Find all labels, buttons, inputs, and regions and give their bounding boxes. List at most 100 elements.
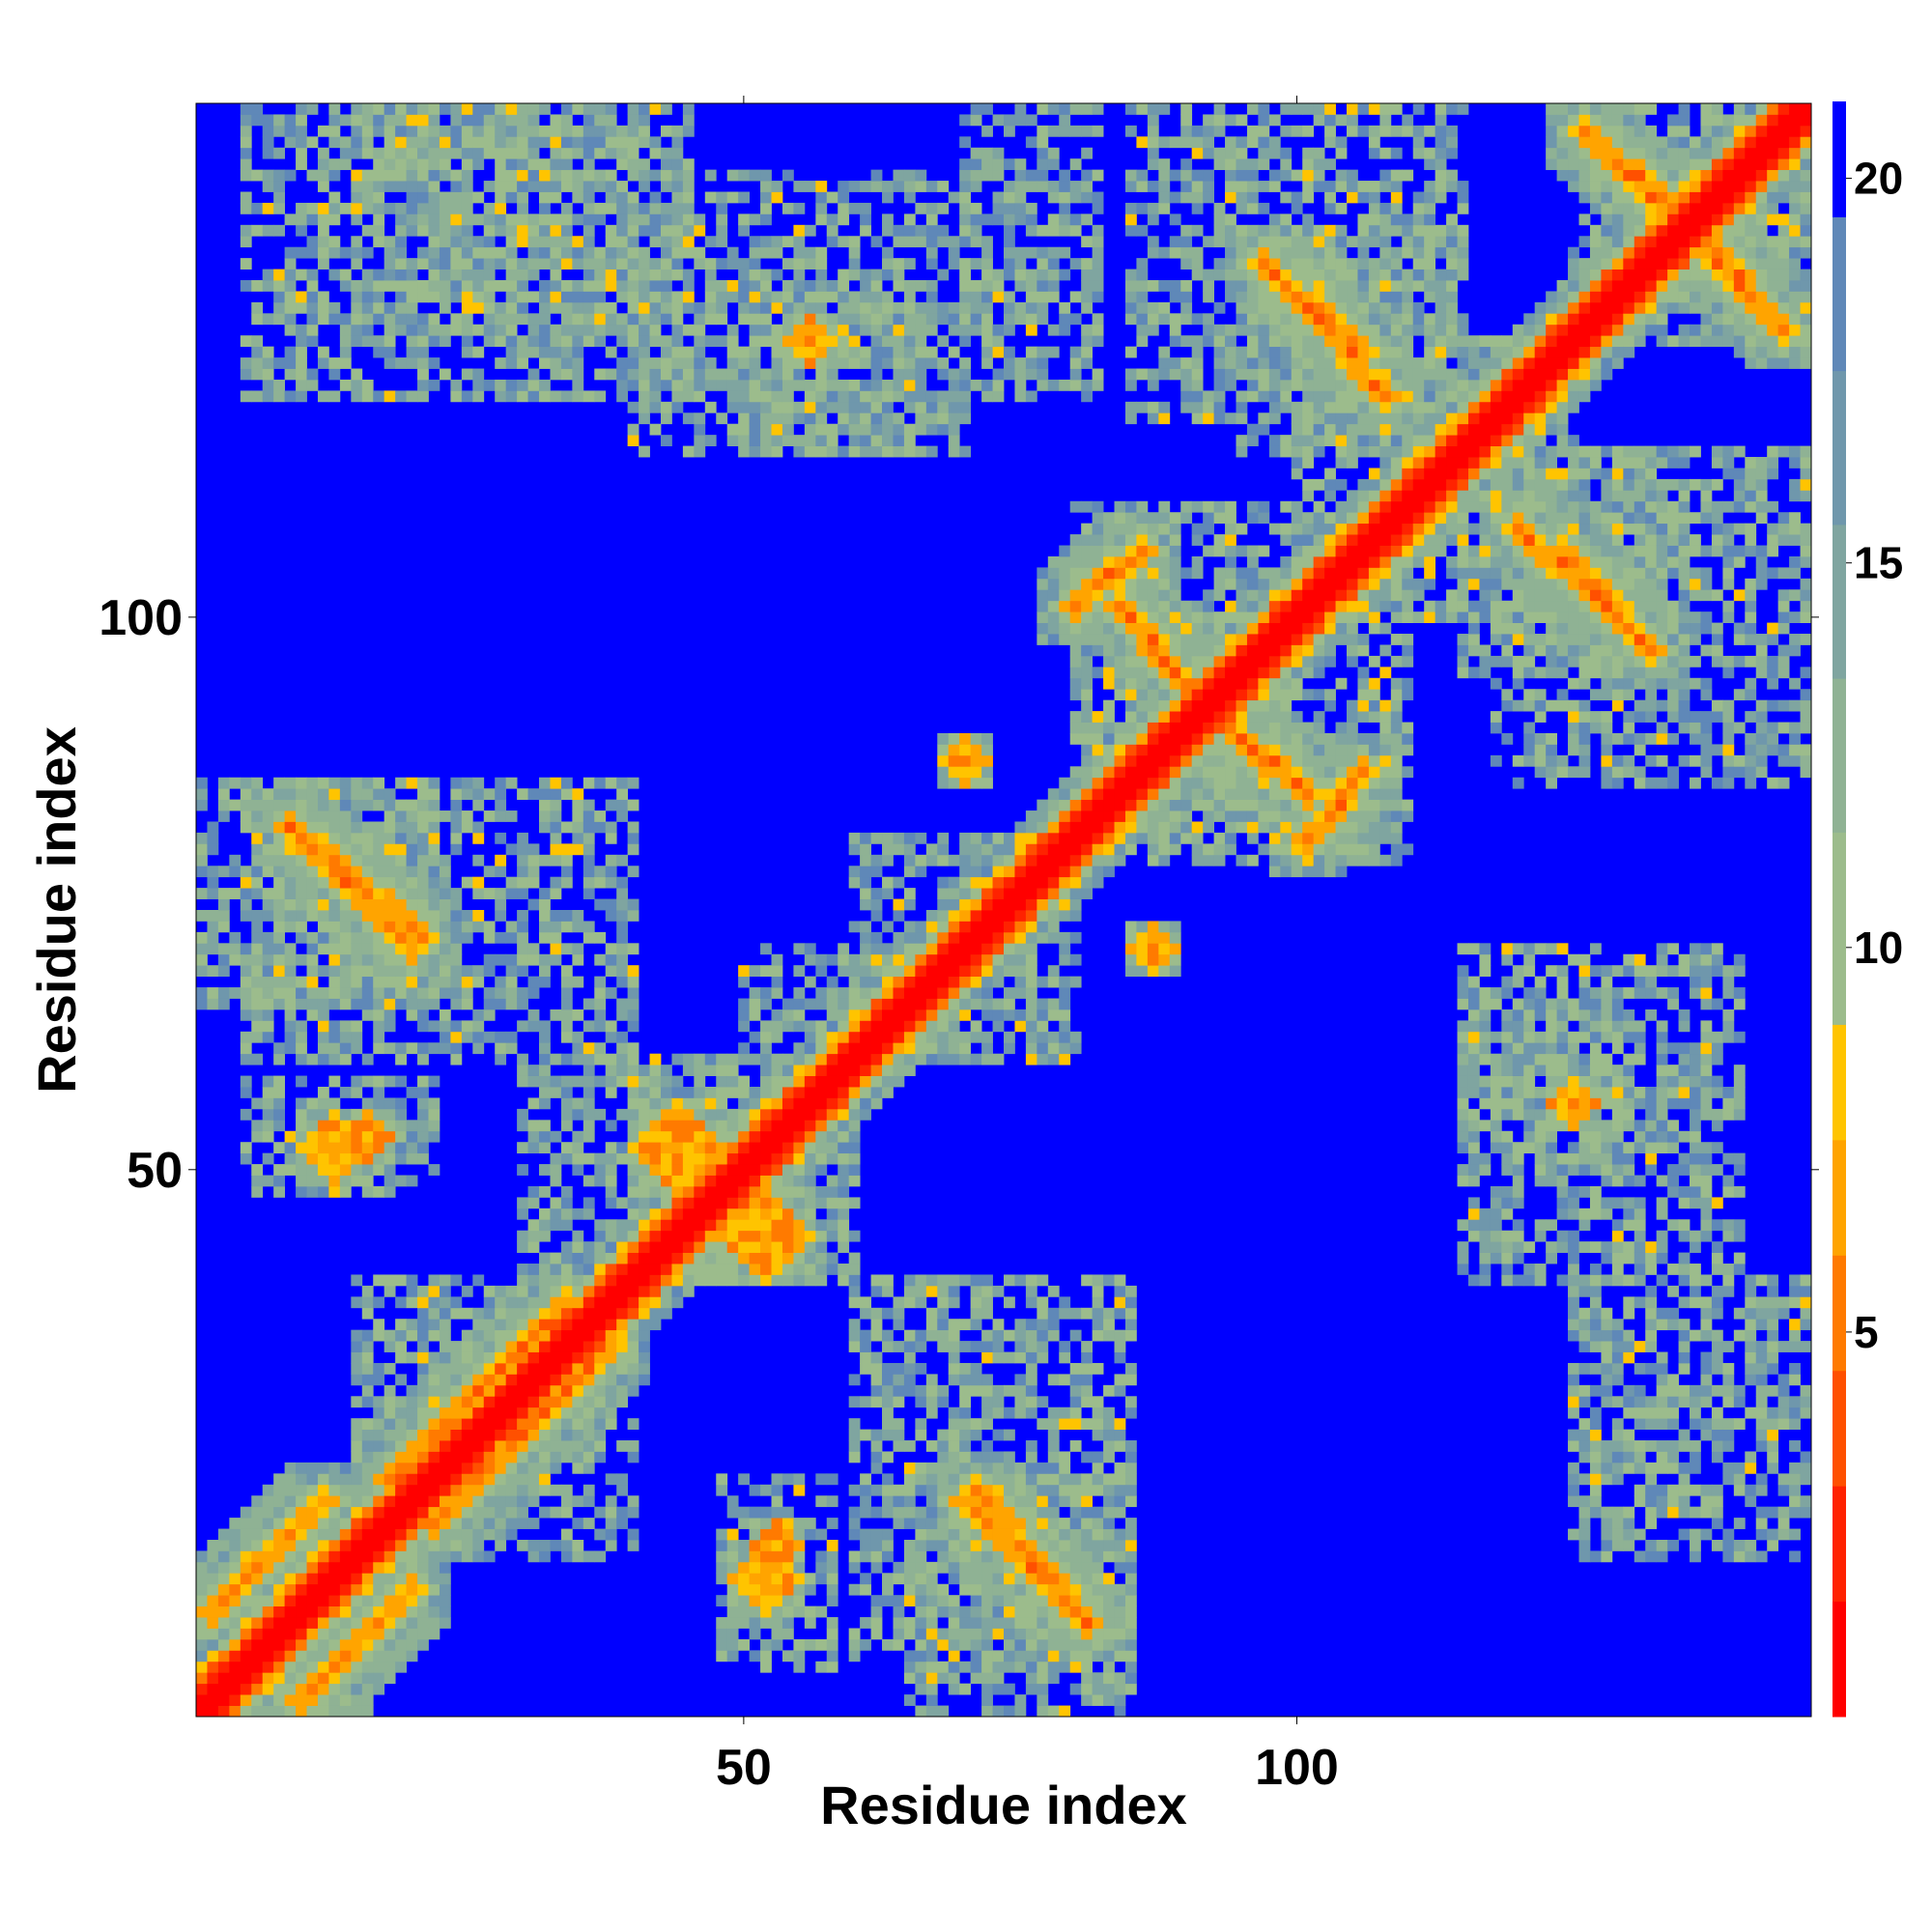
heatmap-cell [793,1087,806,1098]
heatmap-cell [915,1396,927,1408]
heatmap-cell [682,246,695,259]
heatmap-cell [395,213,407,226]
heatmap-cell [948,1351,960,1364]
heatmap-cell [738,1550,750,1563]
heatmap-cell [627,213,639,226]
heatmap-cell [384,1142,396,1154]
heatmap-cell [560,313,573,326]
heatmap-cell [483,246,496,259]
heatmap-cell [959,169,972,182]
heatmap-cell [217,1583,230,1596]
heatmap-cell [915,965,927,978]
heatmap-cell [306,799,319,811]
heatmap-cell [328,1550,341,1563]
heatmap-cell [605,1539,617,1551]
heatmap-cell [594,810,607,822]
heatmap-cell [639,1264,650,1275]
heatmap-cell [417,876,429,889]
heatmap-cell [483,810,496,822]
heatmap-cell [207,888,219,899]
heatmap-cell [903,1539,916,1551]
heatmap-cell [970,224,982,237]
heatmap-cell [373,987,385,999]
heatmap-cell [472,1307,485,1320]
heatmap-cell [439,888,451,899]
heatmap-cell [682,114,695,127]
heatmap-cell [273,1694,286,1706]
heatmap-cell [284,346,297,358]
heatmap-cell [627,821,639,834]
heatmap-cell [760,269,772,281]
heatmap-cell [937,1053,950,1065]
heatmap-cell [915,1528,927,1541]
heatmap-cell [296,1628,307,1640]
heatmap-cell [915,313,927,326]
heatmap-cell [517,1341,528,1352]
heatmap-cell [594,1451,607,1463]
heatmap-cell [1014,1595,1027,1607]
heatmap-cell [925,357,938,369]
heatmap-cell [726,1130,739,1143]
heatmap-cell [273,191,286,204]
heatmap-cell [937,1020,950,1033]
heatmap-cell [505,1528,518,1541]
heatmap-cell [616,810,629,822]
heatmap-cell [594,821,607,834]
heatmap-cell [627,898,639,911]
heatmap-cell [284,136,297,149]
heatmap-cell [450,1484,463,1496]
heatmap-cell [937,754,950,767]
heatmap-cell [948,1020,960,1033]
heatmap-cell [804,357,816,369]
heatmap-cell [395,1142,407,1154]
heatmap-cell [627,843,639,856]
heatmap-cell [582,1418,595,1430]
heatmap-cell [749,987,761,999]
heatmap-cell [495,998,507,1010]
heatmap-cell [395,202,407,214]
heatmap-cell [704,1097,717,1110]
heatmap-cell [229,1595,242,1607]
heatmap-cell [1037,1009,1049,1021]
heatmap-cell [848,843,861,856]
heatmap-cell [1037,1661,1049,1673]
heatmap-cell [273,854,286,867]
heatmap-cell [948,1506,960,1519]
heatmap-cell [582,1285,595,1297]
heatmap-cell [870,931,883,944]
heatmap-cell [472,788,485,801]
heatmap-cell [781,1020,794,1033]
heatmap-cell [1037,346,1049,358]
heatmap-cell [560,280,573,292]
heatmap-cell [738,1164,750,1176]
heatmap-cell [439,1484,451,1496]
heatmap-cell [605,953,617,966]
heatmap-cell [240,910,252,922]
heatmap-cell [594,213,607,226]
heatmap-cell [671,236,684,248]
heatmap-cell [461,998,473,1010]
heatmap-cell [815,379,828,391]
heatmap-cell [594,1241,607,1253]
heatmap-cell [1004,1638,1015,1651]
heatmap-cell [594,987,607,999]
heatmap-cell [560,1440,573,1452]
heatmap-cell [550,181,562,192]
heatmap-cell [240,1583,252,1596]
heatmap-cell [1004,921,1015,933]
heatmap-cell [616,1274,629,1287]
heatmap-cell [1014,1009,1027,1021]
heatmap-cell [848,1329,861,1342]
heatmap-cell [903,998,916,1010]
heatmap-cell [373,1638,385,1651]
heatmap-cell [550,1307,562,1320]
heatmap-cell [860,346,871,358]
heatmap-cell [284,1561,297,1574]
heatmap-cell [351,931,363,944]
heatmap-cell [384,1595,396,1607]
heatmap-cell [716,1628,728,1640]
heatmap-cell [627,965,639,978]
heatmap-cell [793,368,806,381]
heatmap-cell [339,1705,352,1718]
heatmap-cell [992,1550,1005,1563]
